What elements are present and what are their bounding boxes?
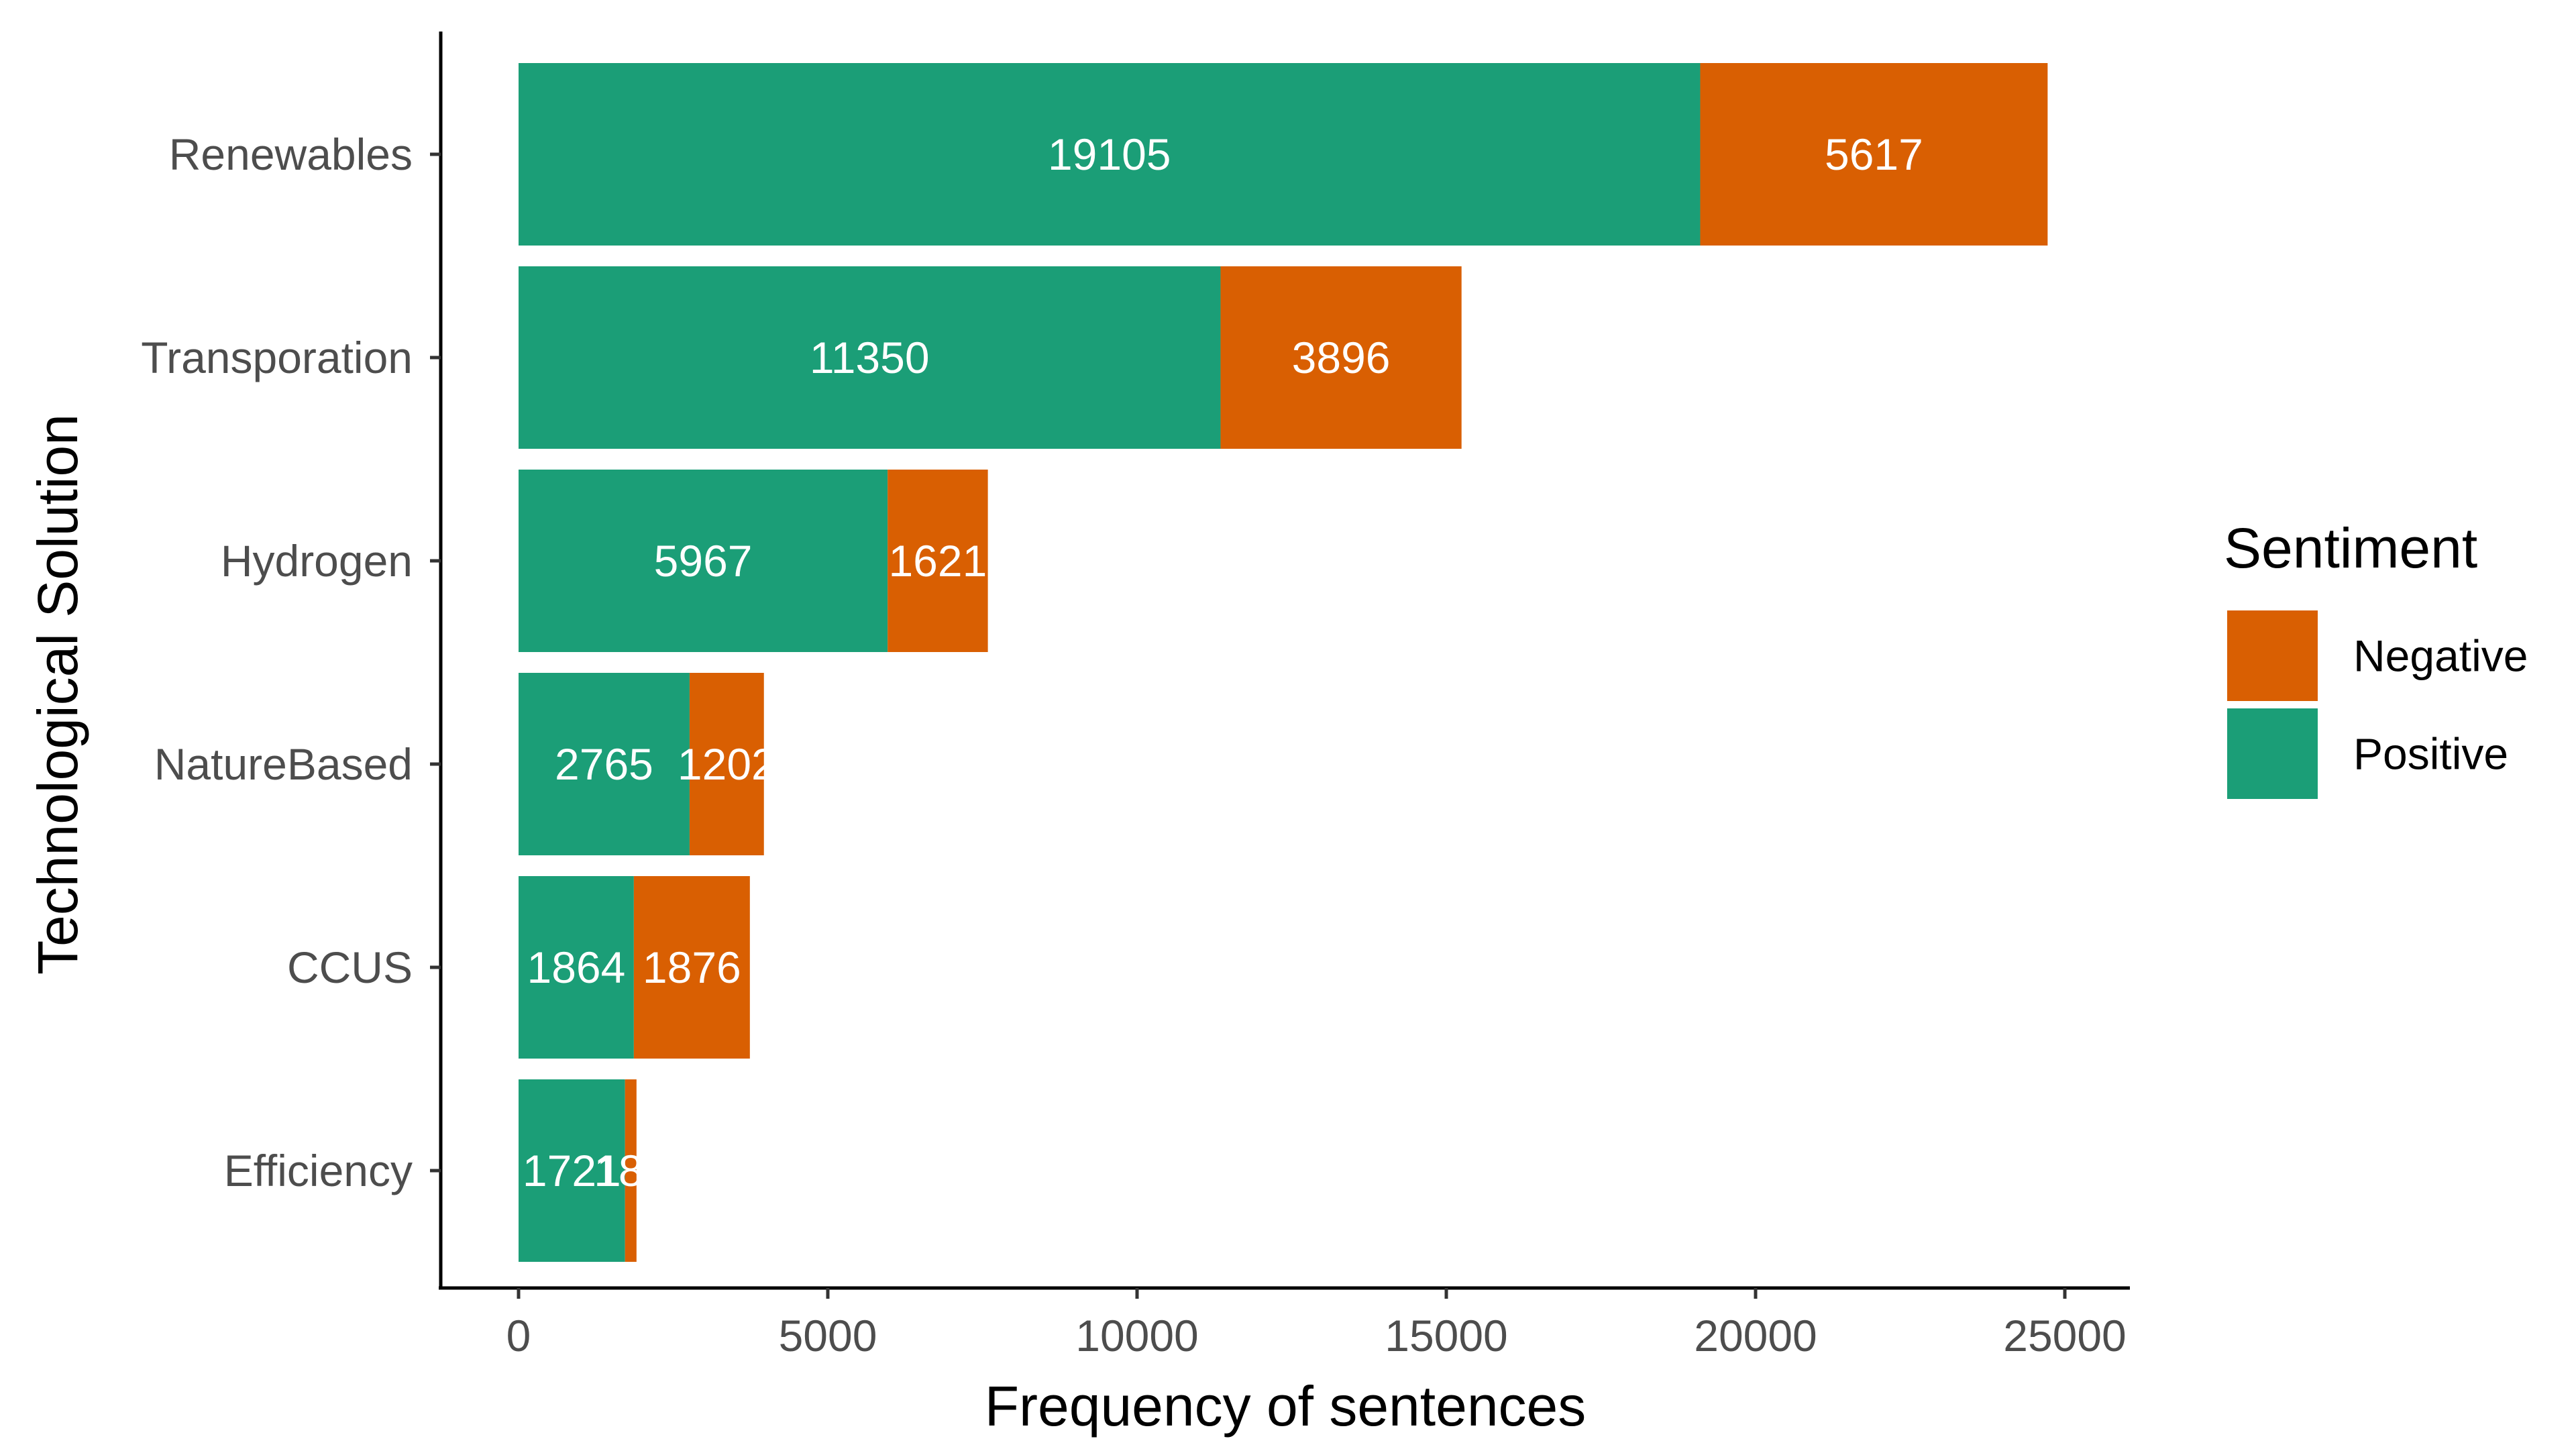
bar-hydrogen-negative [888,470,988,652]
bar-renewables-negative [1700,63,2048,246]
legend-key-negative [2227,610,2318,701]
bars-layer [519,63,2048,1262]
legend-label-positive: Positive [2353,729,2508,779]
data-labels-layer: 19105 5617 11350 3896 5967 1621 2765 1202 1864 18… [523,129,1923,1195]
bar-naturebased-positive [519,673,690,855]
x-tick-label-0: 0 [506,1311,531,1360]
y-tick-label-transporation: Transporation [141,333,413,382]
legend-key-positive [2227,708,2318,799]
y-tick-label-naturebased: NatureBased [154,739,413,789]
y-tick-label-hydrogen: Hydrogen [221,536,413,586]
bar-renewables-positive [519,63,1701,246]
data-label-transporation-positive: 11350 [810,333,930,382]
axes-layer [439,32,2130,1290]
x-tick-label-5000: 5000 [779,1311,877,1360]
bar-efficiency-negative [625,1079,637,1262]
bar-transporation-positive [519,266,1221,449]
data-label-efficiency-positive: 1721 [523,1146,621,1195]
bar-naturebased-negative [689,673,764,855]
y-tick-label-renewables: Renewables [169,129,413,179]
bar-hydrogen-positive [519,470,888,652]
data-label-hydrogen-positive: 5967 [654,536,753,586]
x-tick-label-15000: 15000 [1385,1311,1508,1360]
bar-efficiency-positive [519,1079,625,1262]
data-label-transporation-negative: 3896 [1292,333,1391,382]
y-tick-label-ccus: CCUS [287,943,413,992]
data-label-renewables-positive: 19105 [1048,129,1171,179]
legend: Sentiment Negative Positive [2224,517,2528,799]
y-ticks-layer: Renewables Transporation Hydrogen NatureBas… [141,129,441,1195]
x-tick-label-20000: 20000 [1694,1311,1817,1360]
data-label-ccus-positive: 1864 [527,943,626,992]
data-label-renewables-negative: 5617 [1825,129,1923,179]
y-tick-label-efficiency: Efficiency [224,1146,413,1195]
data-label-efficiency-negative: 186 [594,1146,667,1195]
bar-ccus-negative [633,876,750,1059]
data-label-ccus-negative: 1876 [643,943,741,992]
data-label-naturebased-negative: 1202 [678,739,776,789]
data-label-hydrogen-negative: 1621 [888,536,987,586]
legend-entries: Negative Positive [2227,610,2528,799]
x-tick-label-25000: 25000 [2003,1311,2127,1360]
bar-transporation-negative [1220,266,1462,449]
x-ticks-layer: 0 5000 10000 15000 20000 25000 [506,1288,2127,1360]
y-axis-title: Technological Solution [26,414,89,975]
legend-title: Sentiment [2224,517,2477,580]
data-label-naturebased-positive: 2765 [555,739,653,789]
bar-ccus-positive [519,876,634,1059]
x-axis-title: Frequency of sentences [985,1375,1587,1438]
x-tick-label-10000: 10000 [1075,1311,1199,1360]
legend-label-negative: Negative [2353,631,2528,681]
